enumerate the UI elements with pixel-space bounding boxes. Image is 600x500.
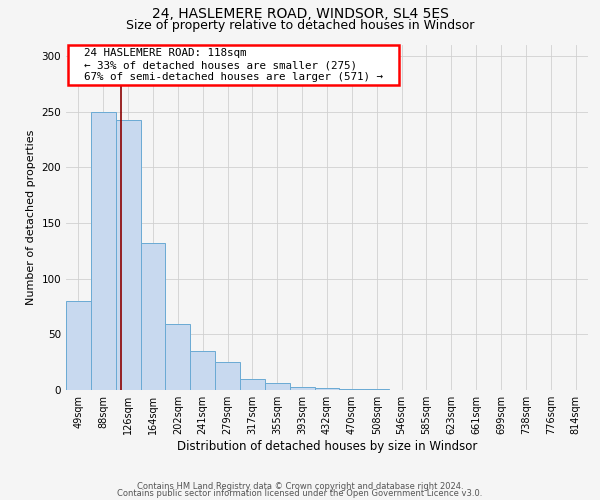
Bar xyxy=(265,384,290,390)
Bar xyxy=(364,389,389,390)
Bar xyxy=(116,120,140,390)
Text: Contains public sector information licensed under the Open Government Licence v3: Contains public sector information licen… xyxy=(118,489,482,498)
Y-axis label: Number of detached properties: Number of detached properties xyxy=(26,130,36,305)
Bar xyxy=(140,243,166,390)
Bar xyxy=(314,388,340,390)
Bar xyxy=(190,351,215,390)
Bar xyxy=(166,324,190,390)
Bar xyxy=(91,112,116,390)
Text: 24, HASLEMERE ROAD, WINDSOR, SL4 5ES: 24, HASLEMERE ROAD, WINDSOR, SL4 5ES xyxy=(152,8,448,22)
Bar xyxy=(215,362,240,390)
X-axis label: Distribution of detached houses by size in Windsor: Distribution of detached houses by size … xyxy=(177,440,477,453)
Bar xyxy=(66,301,91,390)
Text: Size of property relative to detached houses in Windsor: Size of property relative to detached ho… xyxy=(126,19,474,32)
Text: Contains HM Land Registry data © Crown copyright and database right 2024.: Contains HM Land Registry data © Crown c… xyxy=(137,482,463,491)
Bar xyxy=(240,379,265,390)
Bar xyxy=(340,389,364,390)
Text: 24 HASLEMERE ROAD: 118sqm  
  ← 33% of detached houses are smaller (275)  
  67%: 24 HASLEMERE ROAD: 118sqm ← 33% of detac… xyxy=(71,48,396,82)
Bar xyxy=(290,386,314,390)
